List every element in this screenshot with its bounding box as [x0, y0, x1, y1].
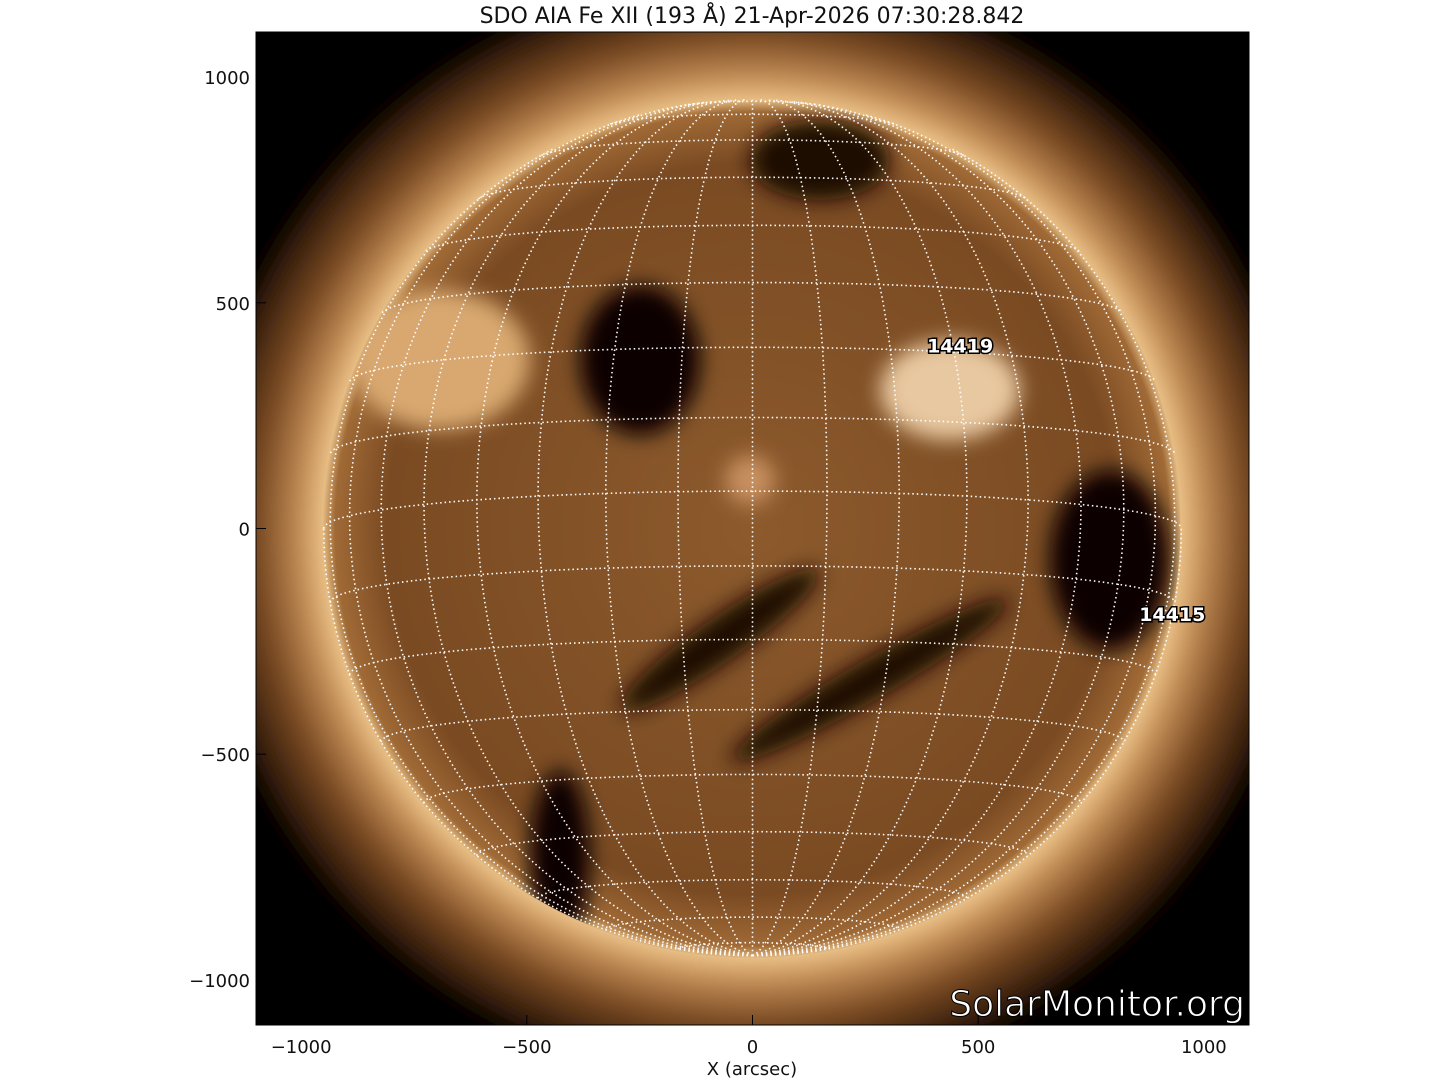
- y-tick-label: 500: [216, 294, 250, 315]
- x-tick-label: −500: [502, 1037, 551, 1058]
- latitude-line: [677, 941, 828, 950]
- x-tick-label: 0: [747, 1037, 758, 1058]
- image-area: 14419 14415 SolarMonitor.org: [256, 32, 1249, 1025]
- latitude-line: [687, 100, 818, 106]
- latitude-line: [381, 281, 1124, 314]
- longitude-line: [752, 99, 828, 957]
- latitude-line: [537, 878, 968, 899]
- disk-features: [350, 120, 1170, 950]
- solar-disk: [322, 99, 1182, 959]
- x-axis-label: X (arcsec): [707, 1059, 797, 1080]
- x-tick-label: −1000: [271, 1037, 332, 1058]
- latitude-line: [349, 346, 1156, 382]
- heliographic-grid: [322, 99, 1183, 957]
- longitude-line: [752, 113, 1157, 957]
- latitude-line: [329, 565, 1176, 603]
- longitude-line: [537, 99, 753, 957]
- watermark: SolarMonitor.org: [949, 984, 1245, 1025]
- active-region-labels: 14419 14415: [926, 334, 1207, 628]
- axes: −1000 −500 0 500 1000 −1000 −500 0 500 1000: [189, 68, 1227, 1058]
- longitude-line: [752, 99, 901, 957]
- y-tick-label: 1000: [204, 68, 250, 89]
- y-tick-label: −500: [201, 745, 250, 766]
- plot-title: SDO AIA Fe XII (193 Å) 21-Apr-2026 07:30…: [480, 2, 1025, 29]
- latitude-line: [423, 773, 1082, 804]
- active-region-label: 14415: [1139, 604, 1205, 626]
- x-tick-label: 1000: [1181, 1037, 1227, 1058]
- y-tick-label: 0: [239, 520, 250, 541]
- latitude-line: [329, 416, 1176, 454]
- longitude-line: [348, 113, 753, 957]
- latitude-line: [477, 176, 1028, 200]
- x-tick-label: 500: [961, 1037, 995, 1058]
- latitude-line: [476, 830, 1029, 856]
- longitude-line: [604, 99, 753, 957]
- y-tick-label: −1000: [189, 971, 250, 992]
- longitude-line: [752, 99, 968, 957]
- active-region-label: 14419: [927, 335, 993, 357]
- longitude-line: [677, 99, 753, 957]
- latitude-line: [322, 490, 1183, 529]
